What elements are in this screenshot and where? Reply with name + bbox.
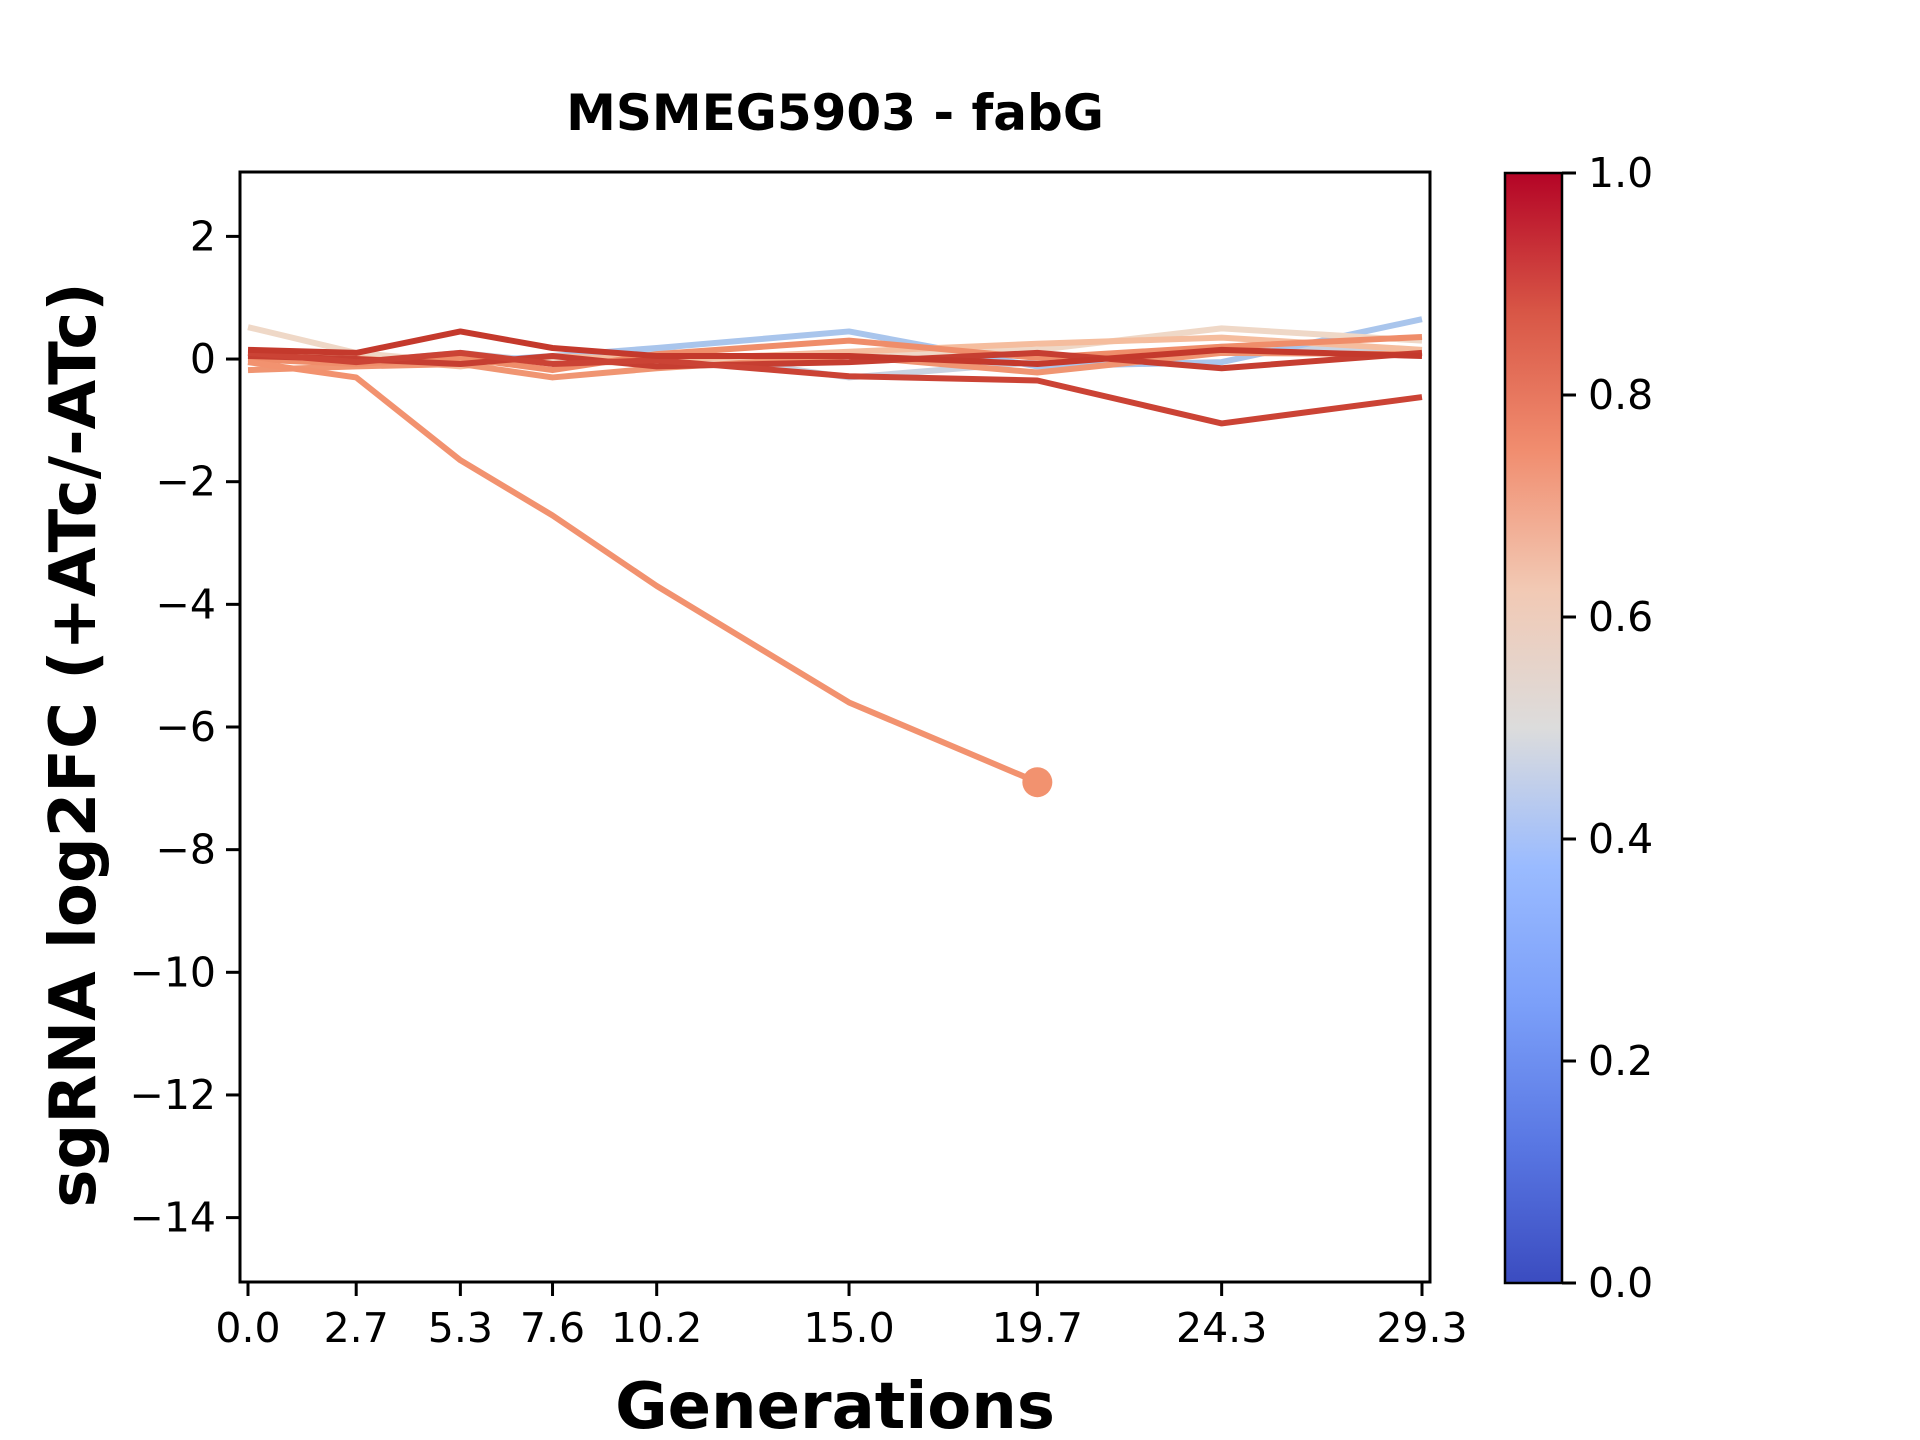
chart-title: MSMEG5903 - fabG xyxy=(566,84,1104,142)
colorbar-bar xyxy=(1503,171,1564,1285)
x-tick-label: 7.6 xyxy=(520,1304,585,1352)
colorbar: 1.0 0.8 0.6 0.4 0.2 0.0 xyxy=(1503,149,1653,1307)
x-tick-label: 2.7 xyxy=(324,1304,389,1352)
x-tick-label: 5.3 xyxy=(428,1304,493,1352)
x-axis-label: Generations xyxy=(615,1370,1055,1440)
x-tick-label: 15.0 xyxy=(803,1304,894,1352)
y-tick-label: −4 xyxy=(156,580,216,628)
y-tick-label: −6 xyxy=(156,703,216,751)
x-tick-label: 0.0 xyxy=(215,1304,280,1352)
colorbar-tick-label: 0.2 xyxy=(1588,1037,1653,1085)
plot-frame xyxy=(238,170,1432,1284)
colorbar-tick-label: 0.4 xyxy=(1588,815,1653,863)
series-end-marker-sgRNA-depleted xyxy=(1022,767,1053,798)
series-lines xyxy=(247,316,1423,798)
colorbar-tick-label: 0.0 xyxy=(1588,1259,1653,1307)
colorbar-tick-label: 0.6 xyxy=(1588,593,1653,641)
colorbar-tick-label: 1.0 xyxy=(1588,149,1653,197)
y-tick-label: −10 xyxy=(129,948,216,996)
y-tick-label: −8 xyxy=(156,826,216,874)
colorbar-tick-label: 0.8 xyxy=(1588,371,1653,419)
colorbar-ticks: 1.0 0.8 0.6 0.4 0.2 0.0 xyxy=(1562,149,1653,1307)
y-tick-label: −14 xyxy=(129,1194,216,1242)
y-tick-label: −12 xyxy=(129,1071,216,1119)
y-tick-label: −2 xyxy=(156,458,216,506)
x-tick-label: 19.7 xyxy=(992,1304,1083,1352)
x-tick-label: 10.2 xyxy=(611,1304,702,1352)
series-line-sgRNA-depleted xyxy=(247,359,1039,785)
y-tick-label: 0 xyxy=(190,335,216,383)
x-tick-label: 24.3 xyxy=(1176,1304,1267,1352)
x-tick-label: 29.3 xyxy=(1376,1304,1467,1352)
y-tick-label: 2 xyxy=(190,212,216,260)
series-line-sgRNA-dark-red-b xyxy=(247,349,1423,427)
y-axis-label: sgRNA log2FC (+ATc/-ATc) xyxy=(37,282,111,1207)
axis-ticks: 0.0 2.7 5.3 7.6 10.2 15.0 19.7 24.3 29.3 2 0 −2 −4 −6… xyxy=(129,212,1467,1352)
series-line-sgRNA-dark-red-a xyxy=(247,328,1423,367)
